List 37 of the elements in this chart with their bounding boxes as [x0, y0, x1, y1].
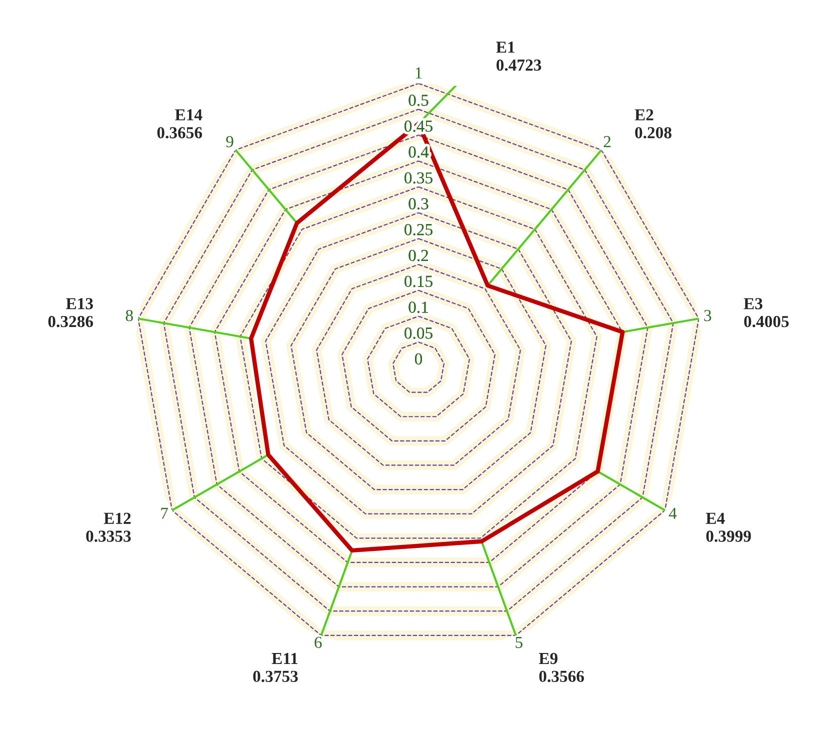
text: E2: [634, 109, 654, 120]
spoke-label: 9: [226, 136, 234, 148]
data-label: 0.3353: [86, 530, 131, 542]
data-label: 0.208: [635, 127, 672, 138]
text: E14: [175, 109, 202, 120]
y-tick-label: 0.15: [404, 276, 432, 288]
spoke-label: 3: [704, 310, 712, 322]
data-label: 0.4005: [744, 316, 789, 328]
y-tick-label: 0.25: [404, 224, 432, 236]
y-tick-label: 0.35: [404, 172, 432, 184]
y-tick-label: 0.05: [404, 327, 432, 339]
spoke-label: 2: [604, 136, 610, 148]
y-tick-label: 0.3: [408, 198, 428, 210]
data-label: 0.3753: [253, 670, 298, 682]
data-label: 0.4723: [496, 59, 542, 71]
y-tick-label: 0.2: [408, 250, 428, 262]
text: E3: [744, 298, 762, 310]
data-label: 0.3286: [48, 316, 94, 328]
spoke-label: 1: [416, 67, 422, 78]
text: E13: [66, 298, 93, 310]
spoke-label: 5: [516, 636, 522, 648]
y-tick-label: 0.4: [408, 146, 429, 158]
data-label: 0.3566: [539, 670, 584, 682]
text: E11: [272, 652, 298, 664]
data-label: 0.3656: [157, 127, 202, 138]
text: E9: [538, 652, 558, 664]
spoke-label: 7: [161, 508, 168, 519]
text: E4: [706, 512, 725, 524]
spoke-label: 8: [126, 310, 133, 322]
y-tick-label: 0.1: [408, 302, 428, 313]
y-tick-label: 0.5: [408, 94, 428, 106]
text: E1: [496, 42, 514, 53]
spoke-label: 6: [314, 636, 322, 648]
spoke-label: 4: [668, 508, 677, 519]
data-label: 0.3999: [706, 530, 751, 542]
text: E12: [104, 512, 131, 524]
y-tick-label: 0: [414, 353, 422, 365]
